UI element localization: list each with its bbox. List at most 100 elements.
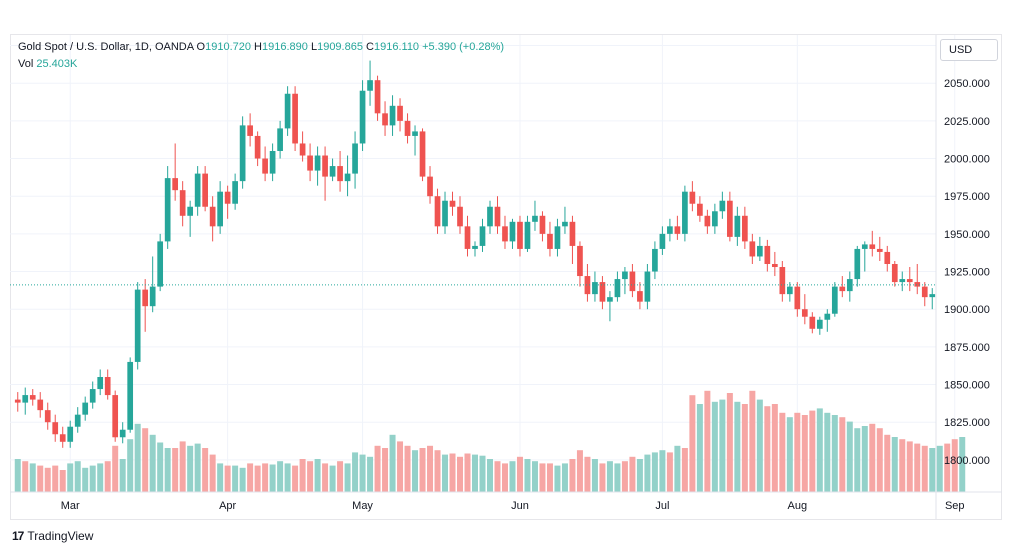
volume-bar <box>412 450 419 492</box>
volume-bar <box>187 445 194 492</box>
volume-bar <box>599 463 606 492</box>
candle-body <box>59 434 66 442</box>
candle-body <box>801 309 808 317</box>
candle-body <box>307 155 313 171</box>
candle-body <box>82 402 89 415</box>
candle-body <box>284 93 291 129</box>
volume-bar <box>509 461 516 492</box>
candle-body <box>277 128 283 151</box>
candle-body <box>202 173 208 207</box>
volume-bar <box>179 441 186 492</box>
volume-bar <box>239 467 246 492</box>
volume-bar <box>472 454 478 492</box>
volume-bar <box>344 463 351 492</box>
candle-body <box>584 276 591 295</box>
candle-body <box>809 316 816 329</box>
price-tick-label: 1975.000 <box>944 191 990 203</box>
time-tick-label: Apr <box>219 500 236 512</box>
candle-body <box>262 158 268 174</box>
candle-body <box>22 395 29 403</box>
high-label: H <box>254 41 262 53</box>
candle-body <box>674 226 681 234</box>
candle-body <box>314 155 321 171</box>
candle-body <box>539 215 546 234</box>
price-tick-label: 1800.000 <box>944 455 990 467</box>
volume-bar <box>224 465 231 492</box>
volume-bar <box>22 461 29 492</box>
price-tick-label: 1950.000 <box>944 229 990 241</box>
price-tick-label: 1875.000 <box>944 342 990 354</box>
candle-body <box>97 377 104 390</box>
volume-bar <box>247 463 254 492</box>
candle-body <box>344 173 351 182</box>
tradingview-brand[interactable]: 17 TradingView <box>12 529 93 543</box>
candle-body <box>816 319 823 329</box>
volume-bar <box>157 442 164 492</box>
volume-bar <box>486 459 493 492</box>
candle-body <box>157 241 164 287</box>
volume-bar <box>749 390 756 492</box>
candle-body <box>509 221 516 242</box>
volume-bar <box>854 428 861 492</box>
candle-body <box>14 399 21 403</box>
volume-bar <box>97 463 104 492</box>
volume-bar <box>164 448 171 492</box>
volume-bar <box>352 452 359 492</box>
volume-bar <box>52 465 59 492</box>
tradingview-logo-icon: 17 <box>12 529 24 543</box>
candle-body <box>404 120 411 136</box>
volume-bar <box>696 404 703 492</box>
volume-bar <box>861 426 868 492</box>
low-label: L <box>310 41 318 53</box>
volume-bar <box>389 434 396 492</box>
volume-bar <box>501 463 508 492</box>
candle-body <box>884 251 891 264</box>
candle-body <box>869 244 876 249</box>
price-tick-label: 2050.000 <box>944 78 990 90</box>
volume-bar <box>149 434 156 492</box>
candle-body <box>749 241 756 257</box>
candle-body <box>494 206 501 227</box>
volume-bar <box>951 439 958 492</box>
volume-bar <box>876 428 883 492</box>
volume-legend: Vol 25.403K <box>18 58 77 70</box>
time-tick-label: Aug <box>788 500 808 512</box>
volume-bar <box>284 463 291 492</box>
candle-body <box>419 131 426 177</box>
candle-body <box>779 267 786 295</box>
candle-body <box>622 271 628 280</box>
candle-body <box>614 279 621 298</box>
candle-body <box>292 93 298 144</box>
volume-bar <box>337 461 344 492</box>
candle-body <box>569 221 576 246</box>
candle-body <box>112 395 119 438</box>
volume-bar <box>704 390 711 492</box>
currency-button[interactable]: USD <box>940 39 998 61</box>
time-tick-label: Jul <box>655 500 669 512</box>
volume-bar <box>644 454 651 492</box>
price-tick-label: 1850.000 <box>944 380 990 392</box>
close-value: 1916.110 <box>373 41 420 53</box>
volume-bar <box>464 453 471 492</box>
change-value: +5.390 (+0.28%) <box>422 41 505 53</box>
candle-body <box>839 286 846 292</box>
price-tick-label: 2025.000 <box>944 116 990 128</box>
candle-body <box>37 399 44 411</box>
volume-bar <box>367 456 374 492</box>
candle-body <box>397 105 403 121</box>
candle-body <box>914 282 921 287</box>
volume-bar <box>119 459 126 492</box>
candle-body <box>659 233 666 249</box>
volume-bar <box>584 456 591 492</box>
candle-body <box>652 248 658 272</box>
candle-body <box>554 226 561 249</box>
brand-name: TradingView <box>27 529 94 543</box>
volume-bar <box>576 450 583 492</box>
candle-body <box>254 135 261 159</box>
volume-bar <box>209 454 216 492</box>
candle-body <box>127 361 134 430</box>
symbol-title[interactable]: Gold Spot / U.S. Dollar, 1D, OANDA <box>18 41 194 53</box>
volume-bar <box>419 448 426 492</box>
candle-body <box>697 203 703 216</box>
